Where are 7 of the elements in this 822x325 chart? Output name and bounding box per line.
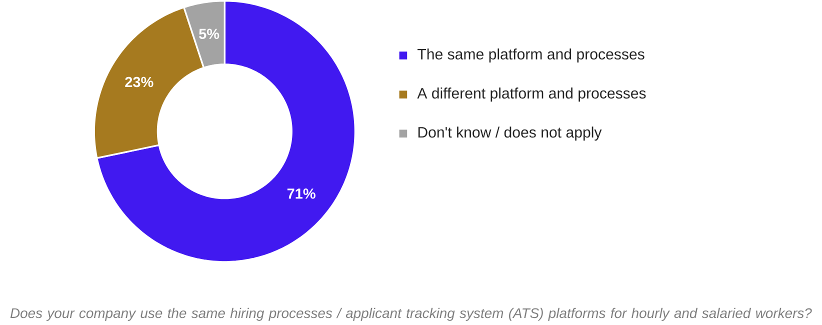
legend-label: Don't know / does not apply bbox=[418, 126, 602, 141]
text: Does your company use the same hiring processes / applicant tracking system (ATS) platforms for hourly and salaried workers? bbox=[10, 308, 812, 322]
legend-label: The same platform and processes bbox=[418, 48, 644, 63]
data-label: 23% bbox=[125, 77, 154, 88]
legend-label: A different platform and processes bbox=[417, 88, 646, 102]
data-label: 5% bbox=[199, 28, 220, 40]
data-label: 71% bbox=[287, 188, 316, 199]
